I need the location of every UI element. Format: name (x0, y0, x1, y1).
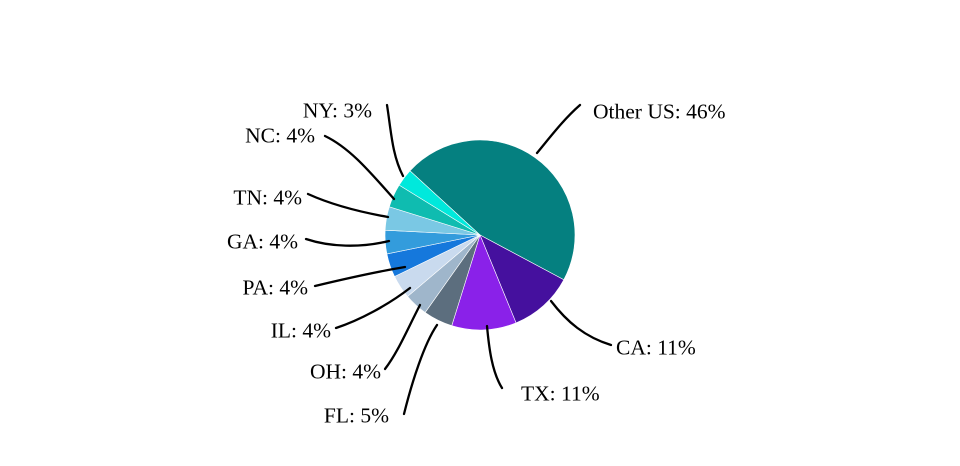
leader-line-pa (313, 265, 407, 288)
slice-label-other-us: Other US: 46% (593, 100, 726, 124)
pie-slice-ny (398, 170, 481, 236)
leader-line-ga (304, 237, 391, 247)
leader-line-oh (383, 303, 422, 371)
leader-line-ca (549, 299, 613, 347)
leader-line-ny (385, 103, 405, 178)
leader-line-tx (485, 324, 504, 390)
pie-slice-ca (479, 234, 565, 324)
slice-label-il: IL: 4% (271, 319, 331, 343)
leader-line-fl (402, 323, 439, 416)
slice-label-fl: FL: 5% (324, 404, 389, 428)
slice-label-ga: GA: 4% (227, 230, 298, 254)
leader-line-tn (306, 192, 390, 219)
slice-label-ny: NY: 3% (303, 99, 372, 123)
leader-line-il (334, 286, 412, 330)
pie-slice-tx (451, 234, 517, 331)
pie-slice-other-us (409, 139, 576, 281)
slice-label-ca: CA: 11% (616, 336, 696, 360)
slice-label-pa: PA: 4% (242, 276, 308, 300)
leader-line-other-us (535, 103, 582, 155)
leader-line-nc (323, 134, 396, 201)
slice-label-tn: TN: 4% (233, 186, 302, 210)
slice-label-tx: TX: 11% (521, 382, 600, 406)
slice-label-nc: NC: 4% (245, 124, 315, 148)
slice-label-oh: OH: 4% (310, 360, 381, 384)
